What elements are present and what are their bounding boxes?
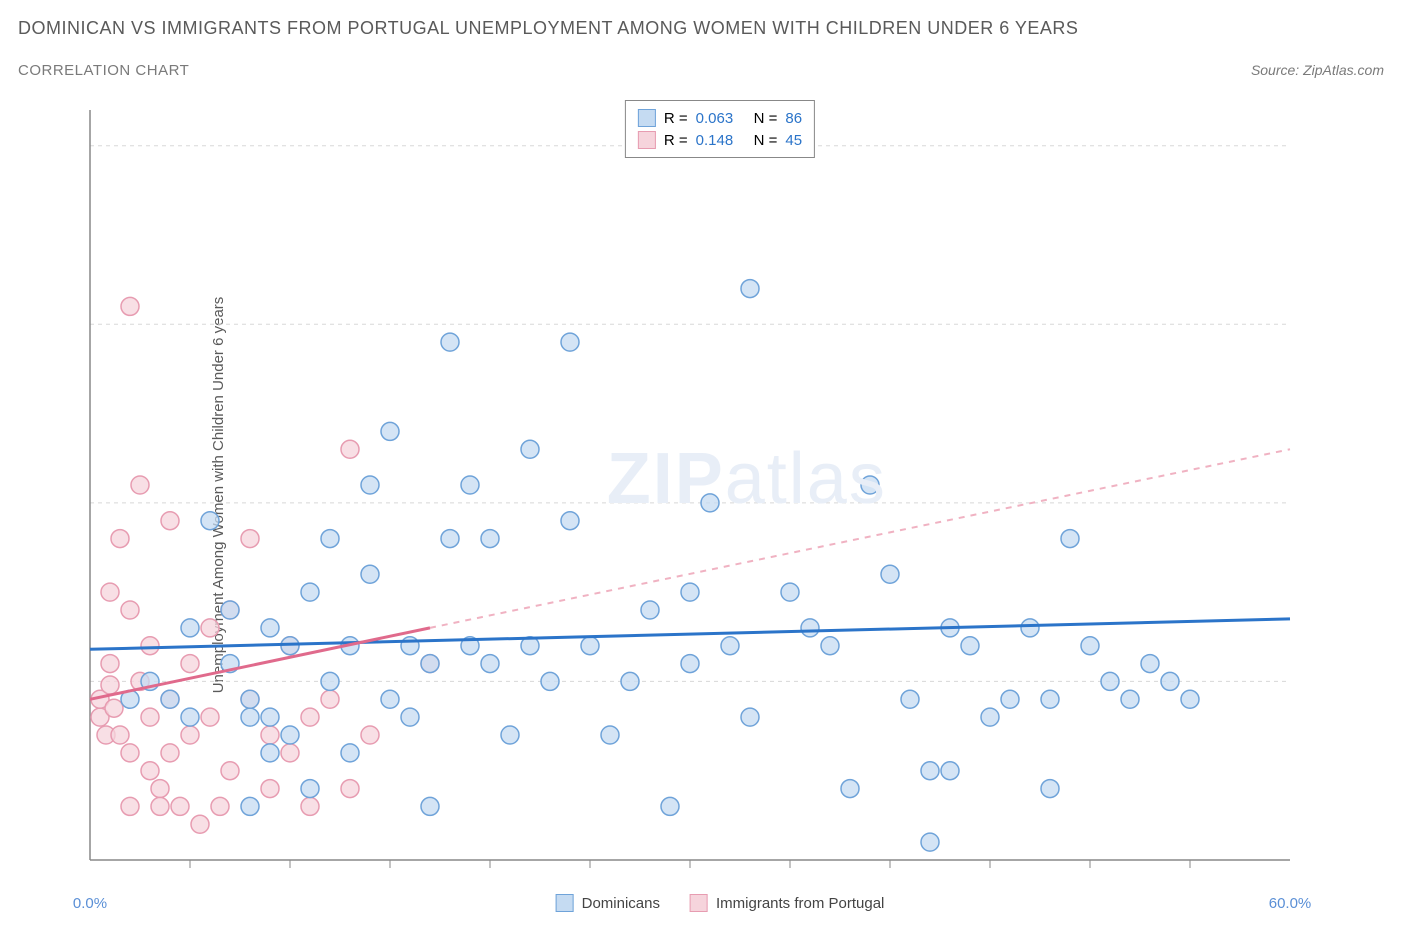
legend-item-portugal: Immigrants from Portugal: [690, 894, 884, 912]
stats-r-value-2: 0.148: [696, 132, 746, 149]
stats-row-2: R = 0.148 N = 45: [638, 129, 802, 151]
legend-label-portugal: Immigrants from Portugal: [716, 895, 884, 912]
swatch-portugal: [638, 131, 656, 149]
legend-swatch-portugal: [690, 894, 708, 912]
page-title: DOMINICAN VS IMMIGRANTS FROM PORTUGAL UN…: [18, 18, 1078, 39]
stats-r-label: R =: [664, 110, 688, 127]
page-subtitle: CORRELATION CHART: [18, 62, 189, 79]
bottom-legend: Dominicans Immigrants from Portugal: [556, 894, 885, 912]
stats-n-value-2: 45: [785, 132, 802, 149]
stats-box: R = 0.063 N = 86 R = 0.148 N = 45: [625, 100, 815, 158]
legend-swatch-dominicans: [556, 894, 574, 912]
xtick-label: 0.0%: [73, 895, 107, 912]
stats-n-label: N =: [754, 132, 778, 149]
chart-svg: [80, 100, 1360, 890]
xtick-label: 60.0%: [1269, 895, 1312, 912]
stats-n-value-1: 86: [785, 110, 802, 127]
stats-row-1: R = 0.063 N = 86: [638, 107, 802, 129]
stats-n-label: N =: [754, 110, 778, 127]
chart-area: Unemployment Among Women with Children U…: [50, 100, 1390, 890]
legend-label-dominicans: Dominicans: [582, 895, 660, 912]
legend-item-dominicans: Dominicans: [556, 894, 660, 912]
source-label: Source: ZipAtlas.com: [1251, 62, 1384, 78]
stats-r-value-1: 0.063: [696, 110, 746, 127]
swatch-dominicans: [638, 109, 656, 127]
stats-r-label: R =: [664, 132, 688, 149]
